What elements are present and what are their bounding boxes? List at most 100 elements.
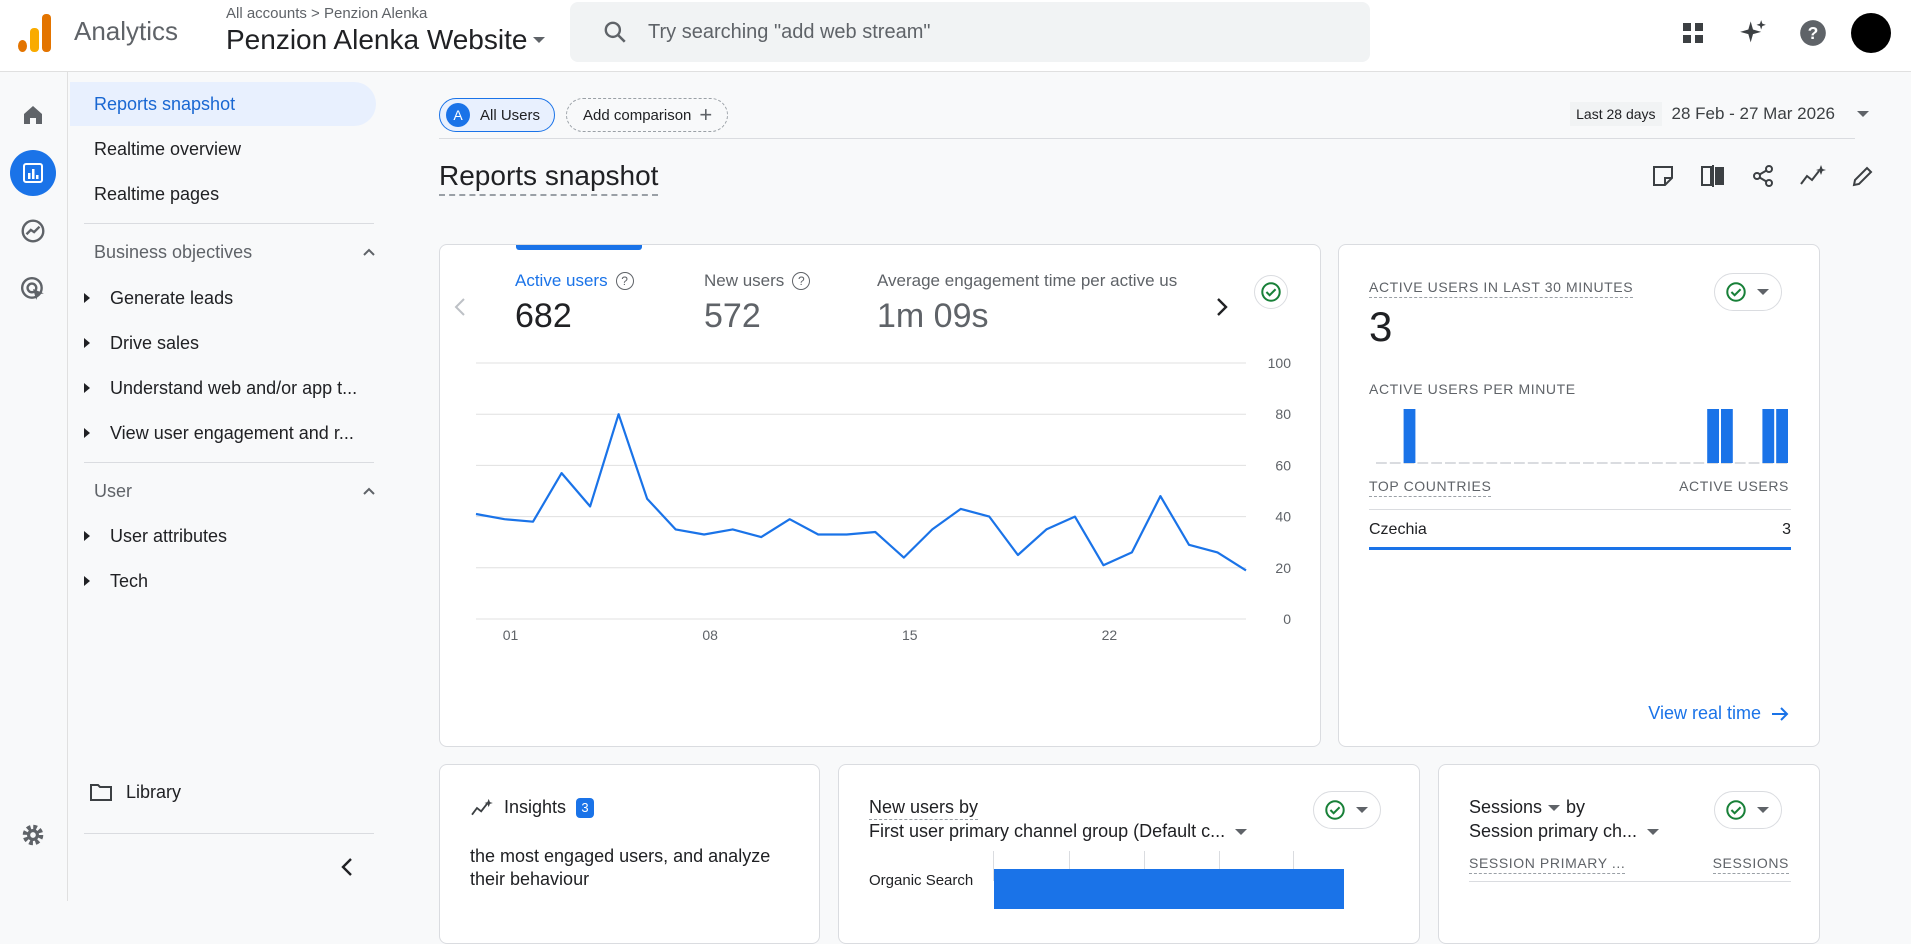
search-icon [602, 19, 628, 45]
table-col-header-sessions[interactable]: SESSIONS [1713, 855, 1789, 874]
insights-title: Insights [504, 797, 566, 818]
per-minute-label: ACTIVE USERS PER MINUTE [1369, 381, 1576, 397]
check-circle-icon[interactable] [1254, 275, 1288, 309]
expand-arrow-icon [84, 428, 90, 438]
reports-icon[interactable] [10, 150, 56, 196]
metrics-card: Active users? 682 New users? 572 Average… [439, 244, 1321, 747]
avatar[interactable] [1851, 13, 1891, 53]
segment-chip-all-users[interactable]: A All Users [439, 98, 555, 132]
nav-item-user-engagement[interactable]: View user engagement and r... [70, 413, 376, 453]
nav-item-realtime-overview[interactable]: Realtime overview [70, 127, 376, 171]
nav-item-generate-leads[interactable]: Generate leads [70, 278, 376, 318]
y-tick-label: 20 [1275, 560, 1291, 576]
note-icon[interactable] [1645, 158, 1681, 194]
arrow-right-icon [1771, 706, 1789, 722]
sparkle-icon[interactable] [1723, 8, 1783, 58]
nav-item-drive-sales[interactable]: Drive sales [70, 323, 376, 363]
view-real-time-label: View real time [1648, 703, 1761, 724]
realtime-value: 3 [1369, 303, 1392, 351]
expand-arrow-icon [84, 293, 90, 303]
analytics-logo-icon[interactable] [18, 14, 52, 52]
chevron-down-icon [1647, 829, 1659, 835]
chevron-down-icon [1356, 807, 1368, 813]
sessions-by: by [1566, 797, 1585, 818]
metric-tab-active-users[interactable]: Active users? 682 [515, 271, 634, 336]
minute-bar[interactable] [1762, 409, 1774, 463]
minute-bar[interactable] [1721, 409, 1733, 463]
insights-card: Insights 3 the most engaged users, and a… [439, 764, 820, 944]
help-circle-icon[interactable]: ? [616, 272, 634, 290]
table-col-header-channel[interactable]: SESSION PRIMARY ... [1469, 855, 1625, 874]
chevron-left-icon[interactable] [454, 297, 466, 322]
sessions-card: Sessions by Session primary ch... SESSIO… [1438, 764, 1820, 944]
compare-columns-icon[interactable] [1695, 158, 1731, 194]
realtime-options-dropdown[interactable] [1714, 273, 1782, 311]
check-circle-icon [1324, 799, 1346, 821]
folder-icon [90, 783, 112, 801]
settings-gear-icon[interactable] [10, 812, 56, 858]
add-comparison-label: Add comparison [583, 107, 691, 124]
edit-pencil-icon[interactable] [1845, 158, 1881, 194]
help-circle-icon[interactable]: ? [792, 272, 810, 290]
sessions-dimension-selector[interactable]: Session primary ch... [1469, 821, 1659, 842]
nav-item-realtime-pages[interactable]: Realtime pages [70, 172, 376, 216]
country-share-bar [1369, 547, 1791, 550]
nav-item-understand-traffic[interactable]: Understand web and/or app t... [70, 368, 376, 408]
y-tick-label: 40 [1275, 509, 1291, 525]
share-icon[interactable] [1745, 158, 1781, 194]
sessions-options-dropdown[interactable] [1714, 791, 1782, 829]
expand-arrow-icon [84, 531, 90, 541]
nav-item-user-attributes[interactable]: User attributes [70, 516, 376, 556]
breadcrumb[interactable]: All accounts > Penzion Alenka [226, 5, 427, 22]
y-tick-label: 0 [1283, 611, 1291, 627]
view-real-time-link[interactable]: View real time [1648, 703, 1789, 724]
expand-arrow-icon [84, 383, 90, 393]
chevron-right-icon[interactable] [1216, 297, 1228, 322]
insights-header[interactable]: Insights 3 [470, 797, 594, 818]
segment-avatar: A [446, 103, 470, 127]
metric-tab-new-users[interactable]: New users? 572 [704, 271, 810, 336]
minute-bar[interactable] [1776, 409, 1788, 463]
insights-sparkle-icon[interactable] [1795, 158, 1831, 194]
bar-organic-search[interactable] [994, 869, 1344, 909]
minute-bar[interactable] [1707, 409, 1719, 463]
section-business-objectives[interactable]: Business objectives [94, 237, 376, 267]
chevron-down-icon [1757, 807, 1769, 813]
collapse-nav-chevron-left-icon[interactable] [332, 852, 362, 882]
new-users-options-dropdown[interactable] [1313, 791, 1381, 829]
active-tab-indicator [516, 245, 642, 250]
section-title: User [94, 481, 132, 502]
add-comparison-button[interactable]: Add comparison + [566, 98, 728, 132]
table-divider [1369, 509, 1791, 510]
property-selector[interactable]: Penzion Alenka Website [226, 24, 545, 56]
metric-label: New users [704, 271, 784, 291]
nav-item-tech[interactable]: Tech [70, 561, 376, 601]
apps-grid-icon[interactable] [1663, 8, 1723, 58]
metric-value: 572 [704, 297, 810, 336]
metric-tab-avg-engagement[interactable]: Average engagement time per active us 1m… [877, 271, 1199, 336]
minute-bar[interactable] [1404, 409, 1416, 463]
dimension-selector[interactable]: First user primary channel group (Defaul… [869, 821, 1247, 842]
nav-item-library[interactable]: Library [70, 772, 376, 812]
y-tick-label: 80 [1275, 406, 1291, 422]
date-range-picker[interactable]: Last 28 days 28 Feb - 27 Mar 2026 [1570, 102, 1869, 126]
table-row[interactable]: Czechia 3 [1369, 517, 1791, 557]
metric-value: 682 [515, 297, 634, 336]
search-bar[interactable]: Try searching "add web stream" [570, 2, 1370, 62]
y-tick-label: 60 [1275, 457, 1291, 473]
nav-item-reports-snapshot[interactable]: Reports snapshot [70, 82, 376, 126]
insights-sparkle-icon [470, 798, 494, 818]
sessions-metric-selector[interactable]: Sessions by [1469, 797, 1585, 818]
x-tick-label: 01 [503, 627, 519, 643]
advertising-icon[interactable] [10, 266, 56, 312]
explore-icon[interactable] [10, 208, 56, 254]
expand-arrow-icon [84, 576, 90, 586]
chevron-down-icon [1757, 289, 1769, 295]
section-user[interactable]: User [94, 476, 376, 506]
help-icon[interactable]: ? [1783, 8, 1843, 58]
section-title: Business objectives [94, 242, 252, 263]
home-icon[interactable] [10, 92, 56, 138]
dimension-label: Session primary ch... [1469, 821, 1637, 842]
chevron-down-icon [1235, 829, 1247, 835]
chevron-down-icon [533, 37, 545, 43]
